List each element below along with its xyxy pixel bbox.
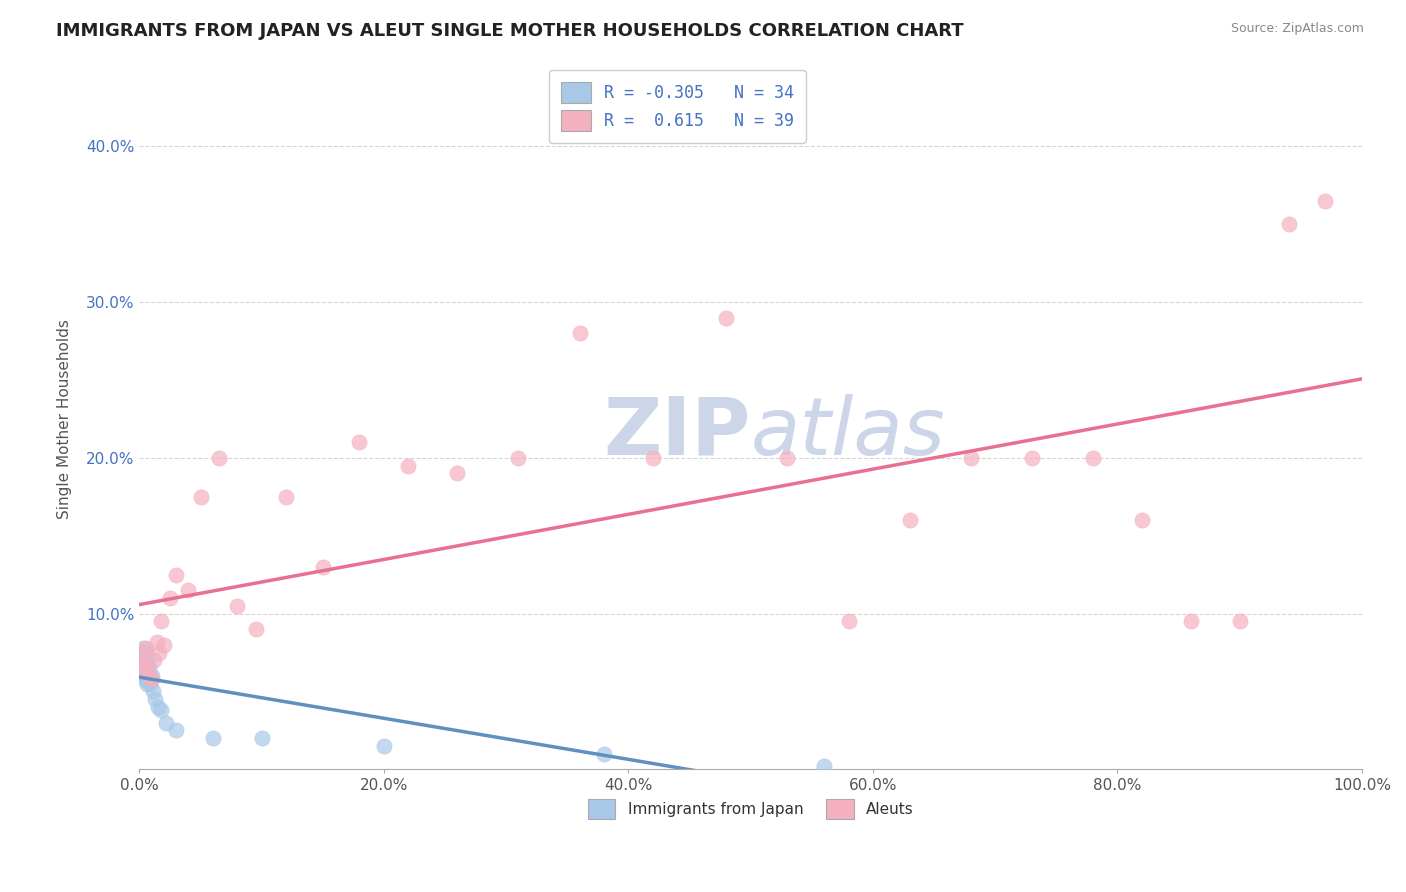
Point (136, 669, 159, 683)
Point (446, 467, 468, 481)
Point (134, 657, 156, 671)
Point (716, 310, 738, 325)
Point (142, 684, 165, 698)
Point (349, 435, 371, 450)
Point (250, 731, 273, 746)
Point (132, 647, 155, 661)
Point (898, 513, 921, 527)
Point (143, 653, 166, 667)
Point (138, 661, 160, 675)
Point (159, 591, 181, 605)
Point (132, 646, 155, 660)
Point (131, 661, 153, 675)
Point (226, 599, 249, 613)
Point (1278, 217, 1301, 231)
Point (134, 669, 156, 683)
Point (165, 723, 187, 738)
Point (138, 669, 160, 683)
Point (1081, 450, 1104, 465)
Point (138, 672, 160, 686)
Point (1180, 615, 1202, 629)
Point (141, 672, 163, 686)
Point (959, 450, 981, 465)
Point (131, 650, 153, 665)
Point (132, 653, 155, 667)
Point (190, 490, 212, 504)
Point (132, 640, 155, 655)
Point (1315, 194, 1337, 208)
Point (1130, 513, 1153, 527)
Point (373, 739, 395, 753)
Point (135, 676, 157, 690)
Point (508, 450, 530, 465)
Point (146, 700, 169, 714)
Text: IMMIGRANTS FROM JAPAN VS ALEUT SINGLE MOTHER HOUSEHOLDS CORRELATION CHART: IMMIGRANTS FROM JAPAN VS ALEUT SINGLE MO… (56, 22, 965, 40)
Point (135, 640, 157, 655)
Point (136, 657, 159, 671)
Point (568, 326, 591, 341)
Point (135, 650, 157, 665)
Point (132, 661, 155, 675)
Point (143, 692, 166, 706)
Point (312, 559, 335, 574)
Point (276, 490, 298, 504)
Point (837, 615, 859, 629)
Point (135, 669, 157, 683)
Point (145, 634, 167, 648)
Point (396, 458, 419, 473)
Point (150, 615, 173, 629)
Point (1021, 450, 1043, 465)
Point (245, 622, 267, 636)
Point (135, 661, 157, 675)
Point (141, 669, 163, 683)
Legend: Immigrants from Japan, Aleuts: Immigrants from Japan, Aleuts (582, 793, 920, 825)
Point (813, 759, 835, 773)
Point (153, 638, 176, 652)
Point (135, 646, 157, 660)
Point (177, 583, 200, 598)
Point (148, 646, 170, 660)
Point (131, 646, 153, 660)
Point (150, 703, 173, 717)
Point (593, 747, 616, 761)
Point (129, 653, 152, 667)
Point (165, 567, 187, 582)
Point (129, 657, 152, 671)
Point (776, 450, 799, 465)
Point (155, 715, 177, 730)
Point (134, 672, 156, 686)
Point (201, 731, 224, 746)
Point (1229, 615, 1251, 629)
Point (139, 676, 162, 690)
Text: atlas: atlas (751, 394, 945, 472)
Text: Source: ZipAtlas.com: Source: ZipAtlas.com (1230, 22, 1364, 36)
Text: ZIP: ZIP (603, 394, 751, 472)
Point (131, 657, 153, 671)
Point (208, 450, 231, 465)
Y-axis label: Single Mother Households: Single Mother Households (58, 319, 72, 519)
Point (641, 450, 664, 465)
Point (135, 661, 157, 675)
Point (134, 661, 156, 675)
